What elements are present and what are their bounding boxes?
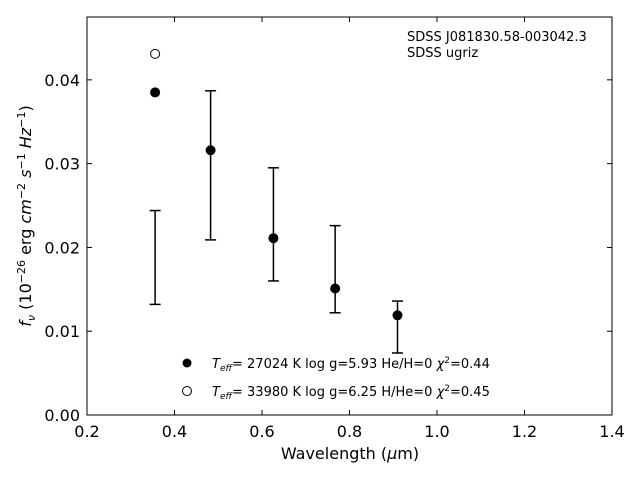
x-tick-label: 0.2 (74, 422, 99, 441)
legend-marker-open (182, 386, 192, 396)
legend: Teff= 27024 K log g=5.93 He/H=0 χ2=0.44 … (182, 356, 490, 402)
plot-frame (86, 16, 613, 416)
annotation-line-2: SDSS ugriz (407, 46, 478, 61)
data-point-filled (268, 233, 279, 244)
x-tick-label: 1.4 (599, 422, 624, 441)
data-point-open (150, 48, 161, 59)
axis-ticks: 0.2 0.4 0.6 0.8 1.0 1.2 1.4 0.00 0.01 0.02 0.03 0.0… (44, 17, 625, 441)
x-tick-label: 1.2 (512, 422, 537, 441)
data-point-filled (392, 310, 403, 321)
data-points (150, 48, 403, 321)
legend-marker-filled (182, 358, 192, 368)
y-axis-label: fν (10−26 erg cm−2 s−1 Hz−1) (15, 105, 38, 326)
data-point-filled (330, 283, 341, 294)
x-tick-label: 0.8 (337, 422, 362, 441)
data-point-filled (150, 87, 161, 98)
x-tick-label: 0.6 (249, 422, 274, 441)
data-point-filled (205, 145, 216, 156)
x-tick-label: 1.0 (424, 422, 449, 441)
annotation-line-1: SDSS J081830.58-003042.3 (407, 30, 587, 45)
y-tick-label: 0.03 (44, 155, 80, 174)
y-tick-label: 0.01 (44, 322, 80, 341)
y-tick-label: 0.02 (44, 238, 80, 257)
y-tick-label: 0.04 (44, 71, 80, 90)
y-tick-label: 0.00 (44, 406, 80, 425)
error-bars (149, 89, 403, 354)
x-tick-label: 0.4 (162, 422, 187, 441)
x-axis-label: Wavelength (μm) (281, 444, 419, 463)
legend-label-series-1: Teff= 27024 K log g=5.93 He/H=0 χ2=0.44 (212, 356, 490, 374)
legend-label-series-2: Teff= 33980 K log g=6.25 H/He=0 χ2=0.45 (212, 384, 490, 402)
